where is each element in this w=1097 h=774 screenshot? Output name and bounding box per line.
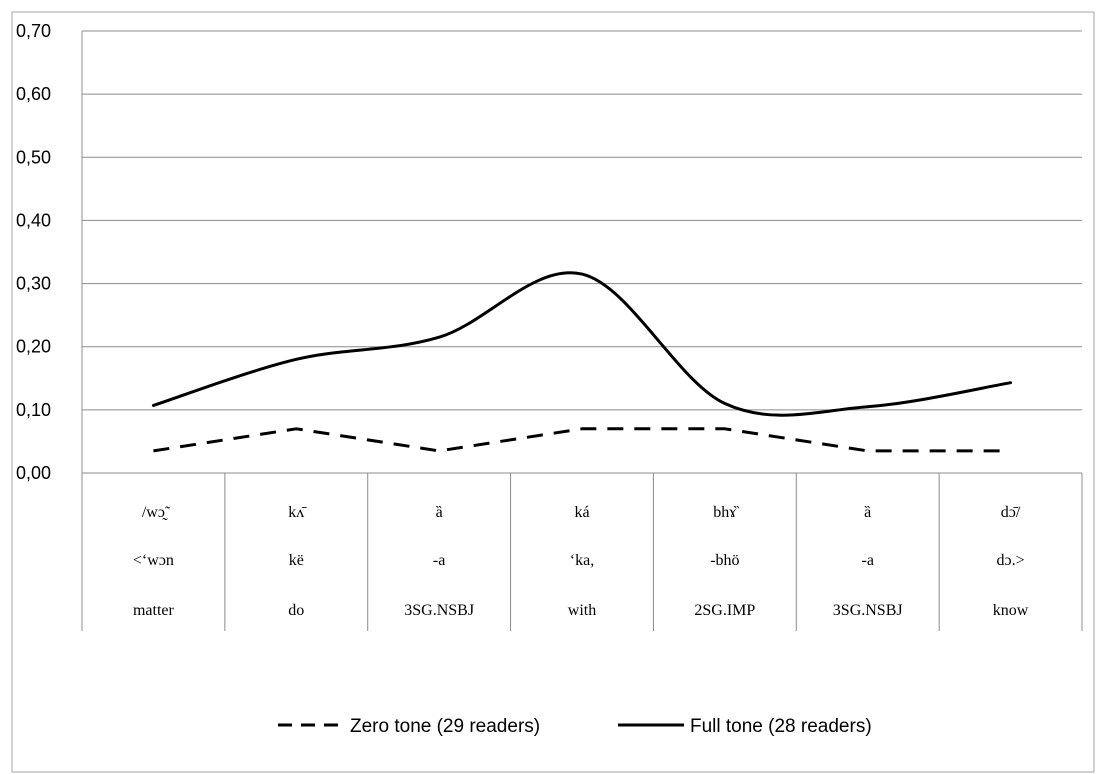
gridlines	[82, 30, 1082, 474]
y-tick-label: 0,00	[16, 463, 51, 483]
y-tick-label: 0,10	[16, 400, 51, 420]
category-label: kʌ̄	[288, 504, 307, 521]
y-tick-label: 0,60	[16, 84, 51, 104]
y-axis: 0,00 0,10 0,20 0,30 0,40 0,50 0,60 0,70	[16, 21, 83, 483]
category-label: dɔ̄/	[1001, 504, 1021, 521]
legend-label: Full tone (28 readers)	[690, 716, 872, 737]
category-label: <‘wɔn	[133, 552, 174, 569]
series-line-zero-tone	[153, 427, 1011, 453]
category-label: -a	[861, 552, 873, 569]
category-label: 2SG.IMP	[694, 602, 755, 619]
category-label: kë	[289, 552, 304, 569]
category-label: ȁ	[864, 504, 871, 521]
legend: Zero tone (29 readers) Full tone (28 read…	[278, 716, 872, 737]
category-label: do	[288, 602, 304, 619]
y-tick-label: 0,40	[16, 210, 51, 230]
legend-label: Zero tone (29 readers)	[350, 716, 540, 737]
category-label: 3SG.NSBJ	[833, 602, 903, 619]
category-label: ȁ	[436, 504, 443, 521]
y-tick-label: 0,70	[16, 21, 51, 41]
category-label: with	[568, 602, 596, 619]
category-table: /wɔ̰̃ <‘wɔn matter kʌ̄ kë do ȁ -a 3SG.NSBJ ká ‘ka,…	[81, 473, 1083, 631]
category-label: matter	[133, 602, 175, 619]
y-tick-label: 0,50	[16, 147, 51, 167]
category-label: 3SG.NSBJ	[404, 602, 474, 619]
category-label: ká	[574, 504, 589, 521]
category-label: ‘ka,	[570, 552, 594, 569]
category-label: dɔ.>	[997, 552, 1025, 569]
y-tick-label: 0,20	[16, 337, 51, 357]
category-label: -a	[433, 552, 445, 569]
chart-frame	[11, 11, 1095, 773]
category-label: know	[993, 602, 1029, 619]
category-label: bhɤ̏	[713, 504, 739, 521]
category-label: -bhö	[710, 552, 739, 569]
category-label: /wɔ̰̃	[142, 504, 171, 521]
plot-area	[151, 271, 1013, 453]
series-line-full-tone	[151, 271, 1013, 417]
y-tick-label: 0,30	[16, 274, 51, 294]
